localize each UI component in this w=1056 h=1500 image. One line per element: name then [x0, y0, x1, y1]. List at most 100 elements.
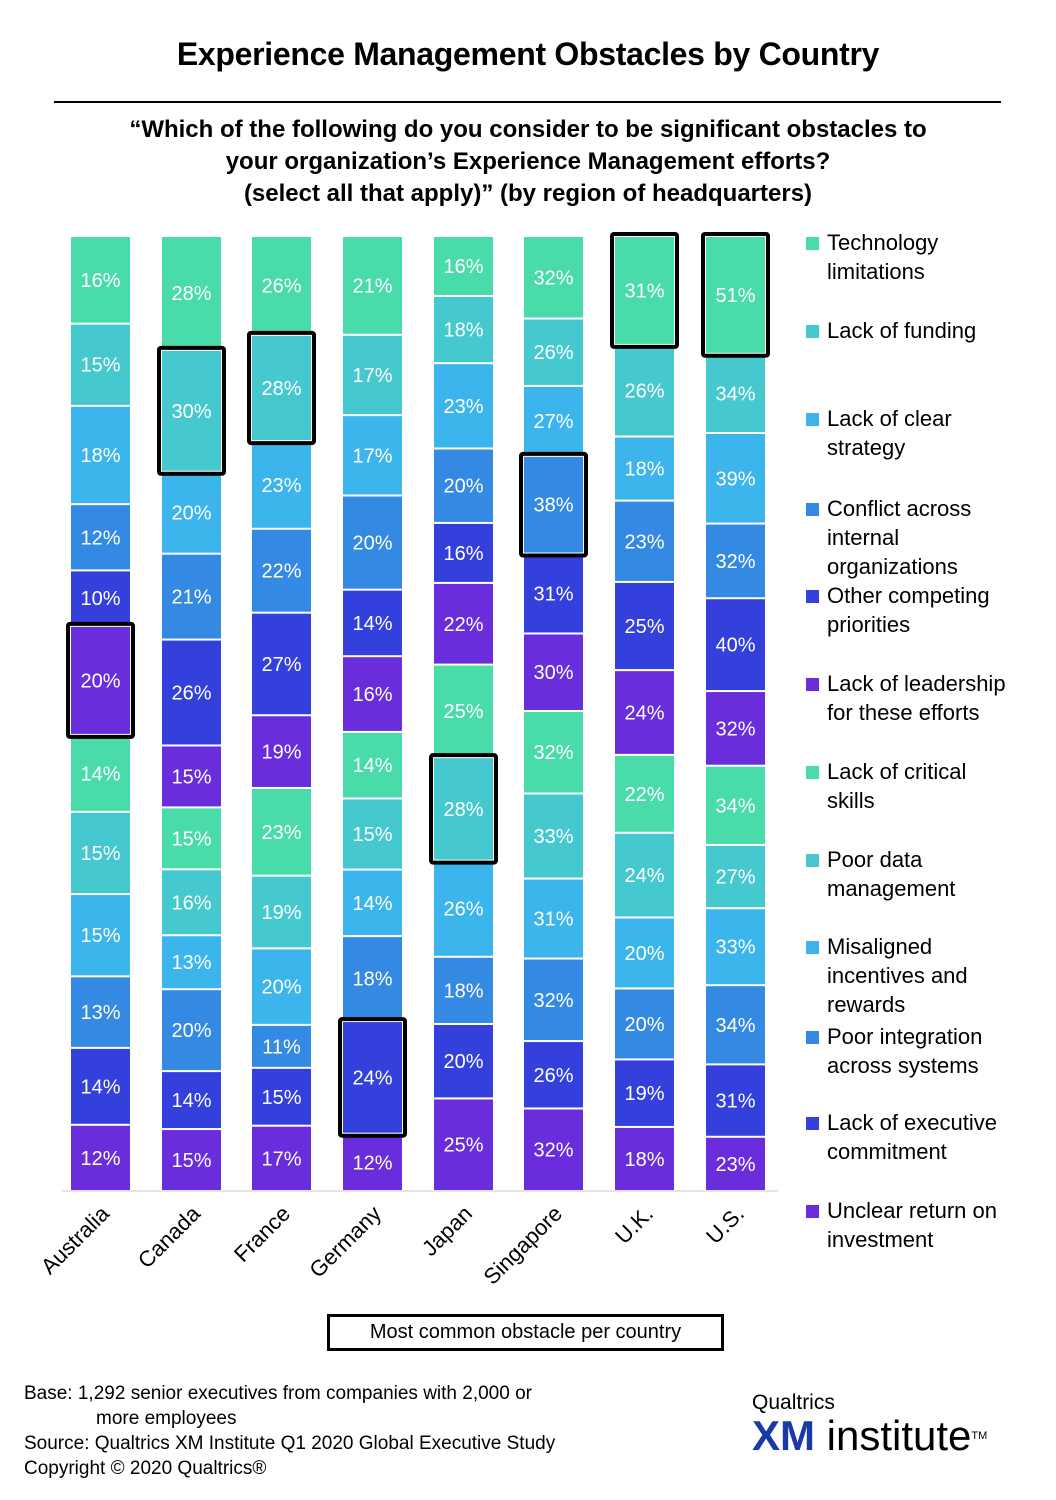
data-label-australia-lack-of-executive-commitment: 14% [80, 1076, 120, 1098]
bar-segment-japan-technology-limitations [434, 237, 493, 295]
chart-title: Experience Management Obstacles by Count… [176, 36, 880, 72]
data-label-germany-lack-of-executive-commitment: 24% [352, 1067, 392, 1089]
data-label-singapore-lack-of-critical-skills: 32% [533, 742, 573, 764]
bar-segment-u-s-other-competing-priorities [706, 599, 765, 691]
bar-segment-canada-lack-of-critical-skills [162, 808, 221, 869]
bar-segment-germany-lack-of-clear-strategy [343, 416, 402, 495]
bar-segment-france-poor-integration-across-systems [252, 1025, 311, 1067]
data-label-france-unclear-return-on-investment: 17% [261, 1148, 301, 1170]
data-label-japan-technology-limitations: 16% [443, 256, 483, 278]
most-common-highlight-japan [429, 753, 498, 865]
data-label-france-misaligned-incentives-and-rewards: 20% [261, 977, 301, 999]
data-label-france-lack-of-clear-strategy: 23% [261, 475, 301, 497]
data-label-u-k-misaligned-incentives-and-rewards: 20% [624, 943, 664, 965]
data-label-germany-lack-of-funding: 17% [352, 365, 392, 387]
bar-segment-u-s-lack-of-clear-strategy [706, 434, 765, 523]
bar-segment-japan-poor-data-management [434, 758, 493, 860]
legend-label: Lack of executive commitment [827, 1110, 997, 1164]
data-label-france-lack-of-leadership-for-these-efforts: 19% [261, 742, 301, 764]
data-label-australia-poor-data-management: 15% [80, 843, 120, 865]
bar-segment-france-poor-data-management [252, 876, 311, 948]
bar-segment-singapore-poor-integration-across-systems [524, 959, 583, 1041]
data-label-japan-misaligned-incentives-and-rewards: 26% [443, 899, 483, 921]
data-label-u-k-other-competing-priorities: 25% [624, 616, 664, 638]
logo-institute: institute [826, 1412, 972, 1459]
bar-segment-germany-lack-of-leadership-for-these-efforts [343, 657, 402, 731]
bar-segment-singapore-technology-limitations [524, 237, 583, 318]
bar-segment-canada-other-competing-priorities [162, 640, 221, 745]
bar-segment-u-k-poor-data-management [615, 833, 674, 917]
data-label-u-k-poor-data-management: 24% [624, 865, 664, 887]
bar-segment-germany-lack-of-executive-commitment [343, 1022, 402, 1133]
bar-segment-singapore-poor-data-management [524, 794, 583, 878]
bar-segment-germany-poor-integration-across-systems [343, 937, 402, 1021]
legend-item-lack-of-clear-strategy: Lack of clear strategy [806, 404, 1037, 462]
legend-swatch [806, 503, 819, 516]
bar-segment-australia-poor-integration-across-systems [71, 977, 130, 1047]
data-label-canada-lack-of-leadership-for-these-efforts: 15% [171, 766, 211, 788]
legend-item-lack-of-leadership-for-these-efforts: Lack of leadership for these efforts [806, 669, 1037, 727]
data-label-u-s-lack-of-clear-strategy: 39% [715, 468, 755, 490]
data-label-u-k-technology-limitations: 31% [624, 280, 664, 302]
bar-segment-canada-technology-limitations [162, 237, 221, 349]
data-label-u-s-other-competing-priorities: 40% [715, 635, 755, 657]
bar-segment-france-unclear-return-on-investment [252, 1126, 311, 1190]
legend-label: Conflict across internal organizations [827, 496, 972, 579]
data-label-japan-unclear-return-on-investment: 25% [443, 1135, 483, 1157]
bar-segment-singapore-lack-of-clear-strategy [524, 386, 583, 455]
bar-segment-australia-lack-of-executive-commitment [71, 1048, 130, 1124]
bar-segment-japan-lack-of-funding [434, 296, 493, 363]
bar-segment-u-k-poor-integration-across-systems [615, 989, 674, 1059]
data-label-canada-technology-limitations: 28% [171, 283, 211, 305]
bar-segment-japan-lack-of-clear-strategy [434, 364, 493, 448]
data-label-u-k-conflict-across-internal-organizations: 23% [624, 531, 664, 553]
data-label-japan-lack-of-critical-skills: 25% [443, 701, 483, 723]
data-label-canada-poor-integration-across-systems: 20% [171, 1020, 211, 1042]
data-label-canada-unclear-return-on-investment: 15% [171, 1150, 211, 1172]
data-label-u-k-unclear-return-on-investment: 18% [624, 1149, 664, 1171]
most-common-highlight-france [247, 330, 316, 446]
data-label-germany-poor-data-management: 15% [352, 824, 392, 846]
bar-segment-u-s-conflict-across-internal-organizations [706, 524, 765, 598]
bar-segment-france-lack-of-clear-strategy [252, 442, 311, 528]
data-label-australia-other-competing-priorities: 10% [80, 588, 120, 610]
data-label-japan-lack-of-executive-commitment: 20% [443, 1051, 483, 1073]
data-label-japan-other-competing-priorities: 16% [443, 543, 483, 565]
footnote-base: Base: 1,292 senior executives from compa… [24, 1383, 532, 1404]
bar-segment-japan-conflict-across-internal-organizations [434, 449, 493, 522]
bar-segment-u-k-technology-limitations [615, 237, 674, 344]
data-label-germany-lack-of-critical-skills: 14% [352, 755, 392, 777]
data-label-australia-unclear-return-on-investment: 12% [80, 1148, 120, 1170]
data-label-australia-misaligned-incentives-and-rewards: 15% [80, 925, 120, 947]
legend-swatch [806, 325, 819, 338]
legend-label: Technology limitations [827, 230, 939, 284]
data-label-singapore-lack-of-funding: 26% [533, 342, 573, 364]
data-label-germany-misaligned-incentives-and-rewards: 14% [352, 893, 392, 915]
data-label-canada-lack-of-critical-skills: 15% [171, 828, 211, 850]
bar-segment-u-s-misaligned-incentives-and-rewards [706, 909, 765, 985]
logo-xm: XM [752, 1412, 815, 1459]
legend-item-poor-data-management: Poor data management [806, 845, 1037, 903]
title-divider [54, 101, 1001, 103]
legend-label: Misaligned incentives and rewards [827, 934, 968, 1017]
data-label-singapore-unclear-return-on-investment: 32% [533, 1140, 573, 1162]
data-label-singapore-lack-of-clear-strategy: 27% [533, 411, 573, 433]
bar-segment-canada-lack-of-leadership-for-these-efforts [162, 746, 221, 807]
x-tick-label-germany: Germany [304, 1201, 386, 1283]
bar-segment-singapore-lack-of-critical-skills [524, 711, 583, 793]
bar-segment-u-s-lack-of-funding [706, 354, 765, 433]
legend-label: Lack of critical skills [827, 759, 967, 813]
footnote-source: Source: Qualtrics XM Institute Q1 2020 G… [24, 1433, 556, 1454]
bar-segment-u-k-other-competing-priorities [615, 582, 674, 670]
bar-segment-france-technology-limitations [252, 237, 311, 334]
bar-segment-canada-lack-of-clear-strategy [162, 472, 221, 553]
legend-item-lack-of-critical-skills: Lack of critical skills [806, 757, 1037, 815]
data-label-u-s-poor-data-management: 27% [715, 867, 755, 889]
data-label-u-s-poor-integration-across-systems: 34% [715, 1015, 755, 1037]
data-label-singapore-poor-data-management: 33% [533, 826, 573, 848]
data-label-japan-lack-of-clear-strategy: 23% [443, 396, 483, 418]
bar-segment-singapore-lack-of-executive-commitment [524, 1042, 583, 1108]
data-label-france-lack-of-executive-commitment: 15% [261, 1087, 301, 1109]
bar-segment-u-s-poor-data-management [706, 845, 765, 908]
data-label-germany-poor-integration-across-systems: 18% [352, 969, 392, 991]
